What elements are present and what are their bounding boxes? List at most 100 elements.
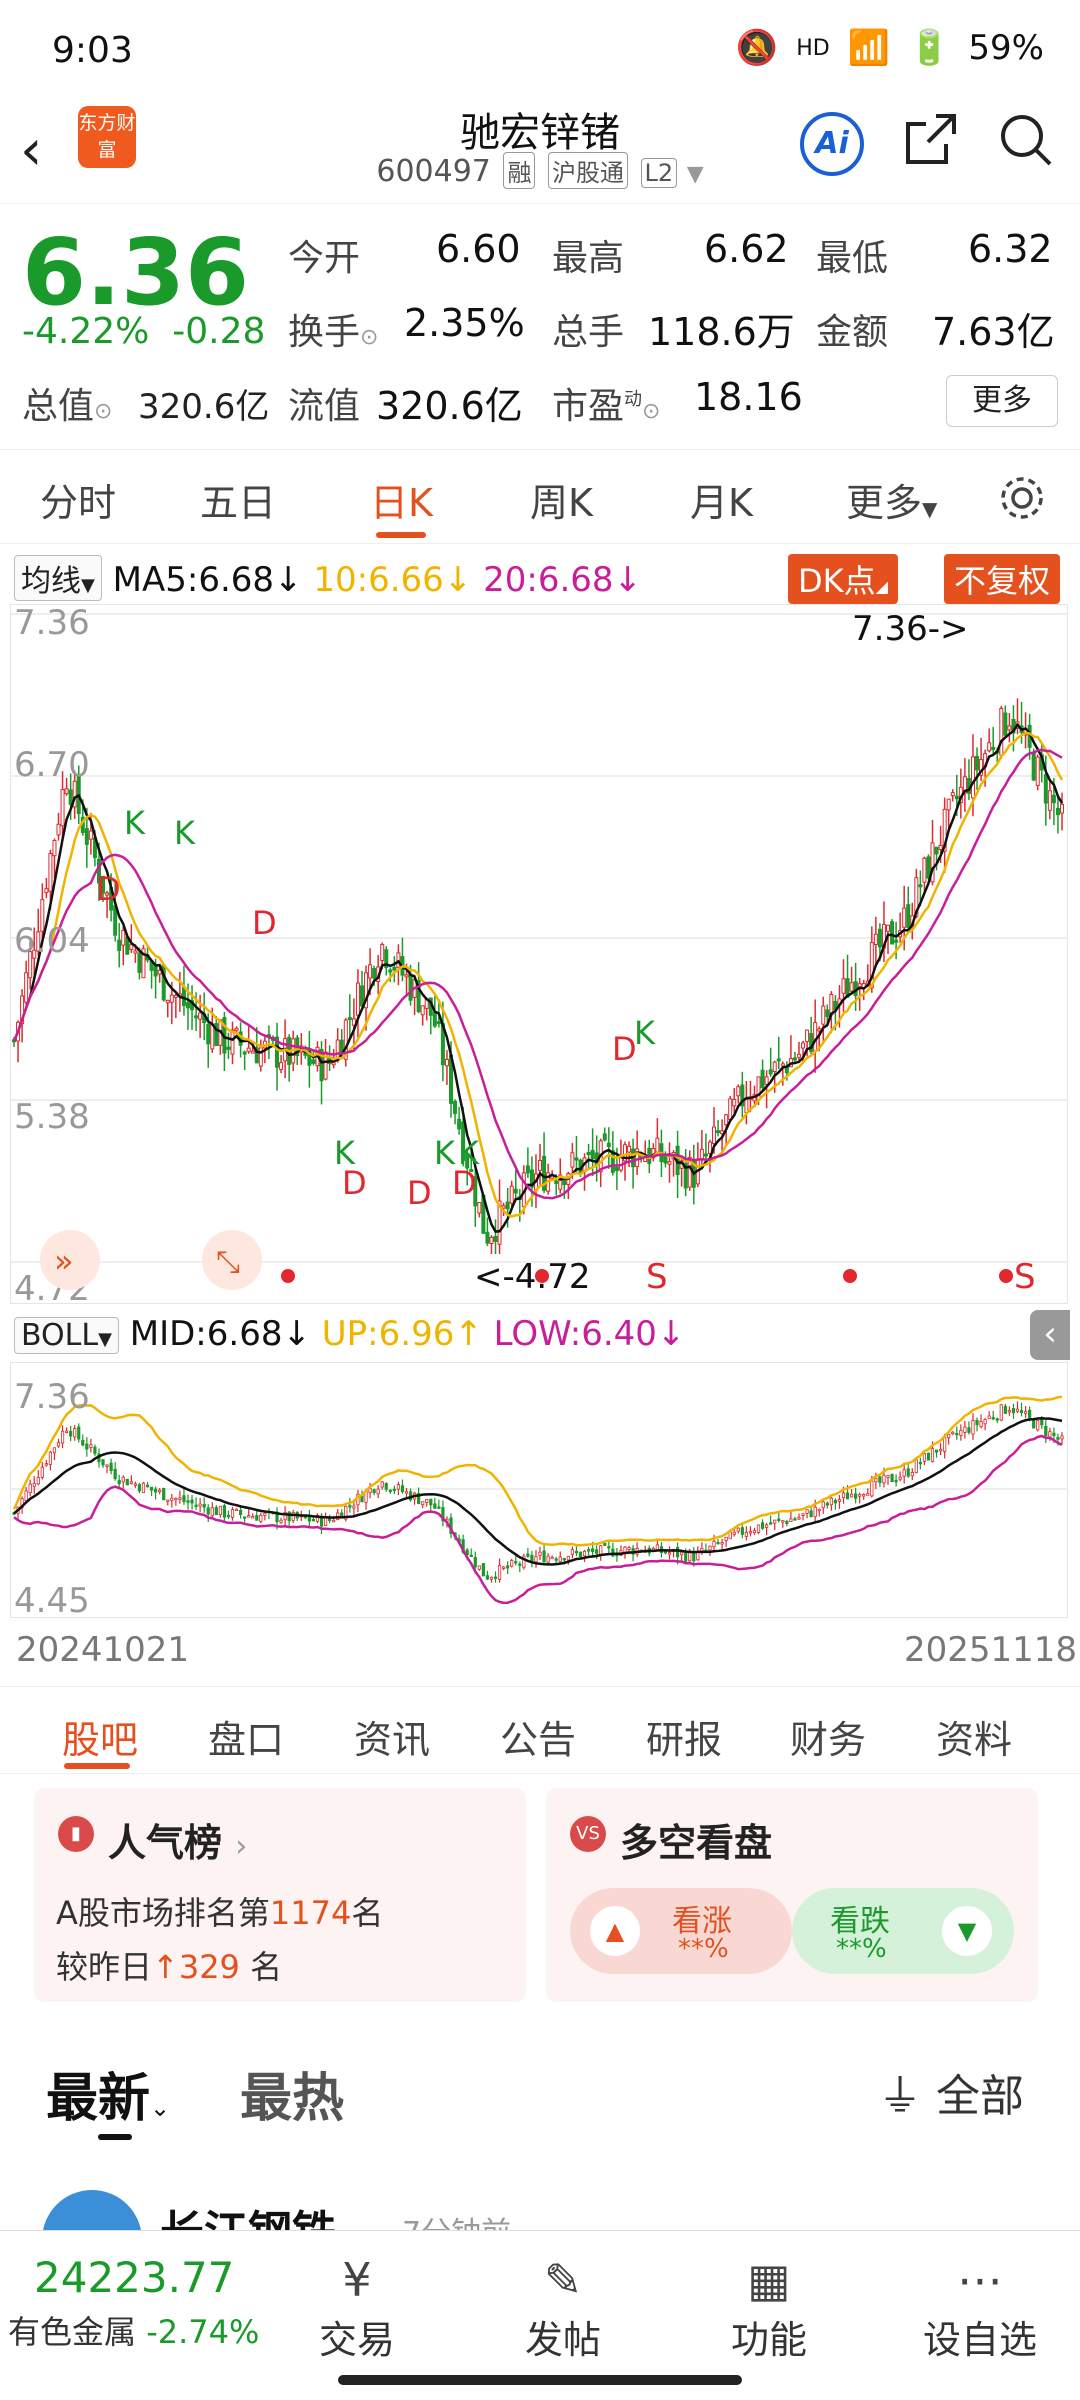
- info-icon[interactable]: ⊙: [94, 399, 113, 424]
- tab-latest[interactable]: 最新⌄: [46, 2056, 170, 2131]
- candle-body: [465, 1153, 470, 1169]
- tab-more-periods[interactable]: 更多▼: [846, 472, 937, 527]
- functions-button[interactable]: ▦ 功能: [704, 2251, 834, 2364]
- signal-dot: [281, 1269, 295, 1283]
- tab-hot[interactable]: 最热: [240, 2069, 345, 2129]
- index-info[interactable]: 有色金属 -2.74%: [8, 2307, 259, 2353]
- kline-grid: [10, 604, 1068, 1304]
- fullscreen-icon[interactable]: ⤡: [202, 1230, 262, 1290]
- ai-assistant-button[interactable]: Ai: [800, 112, 864, 176]
- post-author[interactable]: 长江钢铁: [160, 2196, 336, 2230]
- boll-candle-body: [732, 1531, 736, 1535]
- back-icon[interactable]: ‹: [20, 118, 43, 183]
- tab-daily-k[interactable]: 日K: [370, 481, 433, 525]
- tab-monthly-k[interactable]: 月K: [690, 481, 753, 525]
- candle-body: [105, 892, 110, 896]
- info-icon[interactable]: ⊙: [360, 325, 379, 350]
- collapse-panel-icon[interactable]: ‹: [1030, 1310, 1070, 1360]
- bearish-button[interactable]: 看跌 **% ▼: [792, 1888, 1014, 1974]
- share-icon[interactable]: [898, 110, 962, 174]
- candle-body: [687, 1156, 692, 1188]
- candle-body: [1047, 790, 1052, 811]
- candle-body: [493, 1235, 498, 1242]
- boll-candle-body: [914, 1459, 918, 1473]
- mktcap-value: 320.6亿: [138, 387, 270, 427]
- d-signal: D: [452, 1164, 477, 1202]
- more-quote-button[interactable]: 更多: [946, 375, 1058, 427]
- candle-body: [444, 1058, 449, 1067]
- volume-label: 总手: [552, 312, 625, 353]
- boll-candle-body: [845, 1492, 850, 1500]
- boll-mid: MID:6.68↓: [129, 1314, 311, 1354]
- candle-body: [792, 1057, 797, 1061]
- boll-candle-body: [238, 1509, 243, 1515]
- post-button[interactable]: ✎ 发帖: [498, 2251, 628, 2364]
- boll-candle-body: [158, 1489, 162, 1493]
- boll-candle-body: [1044, 1425, 1048, 1437]
- dropdown-icon[interactable]: ▼: [686, 162, 704, 187]
- tab-announcements[interactable]: 公告: [500, 1718, 577, 1762]
- boll-candle-body: [1015, 1408, 1020, 1412]
- boll-candle-body: [939, 1449, 943, 1452]
- boll-candle-body: [825, 1502, 829, 1506]
- boll-candle-body: [712, 1540, 716, 1548]
- candle-body: [194, 1015, 199, 1019]
- home-indicator[interactable]: [338, 2375, 742, 2385]
- boll-chart[interactable]: 7.36 4.45: [10, 1362, 1068, 1618]
- boll-candle-body: [24, 1490, 28, 1501]
- tab-finance[interactable]: 财务: [790, 1718, 867, 1762]
- tab-guba[interactable]: 股吧: [62, 1718, 139, 1762]
- boll-candle-body: [874, 1478, 878, 1483]
- candle-body: [703, 1153, 708, 1157]
- corner-icon: ◢: [875, 577, 888, 596]
- popularity-card[interactable]: ▮ 人气榜 › A股市场排名第1174名 较昨日↑329 名: [34, 1788, 526, 2002]
- tab-intraday[interactable]: 分时: [40, 481, 117, 525]
- tab-five-day[interactable]: 五日: [200, 481, 277, 525]
- tab-research[interactable]: 研报: [646, 1718, 723, 1762]
- boll-candle-body: [801, 1513, 805, 1516]
- bullish-button[interactable]: ▲ 看涨 **%: [570, 1888, 792, 1974]
- add-watchlist-button[interactable]: ⋯ 设自选: [910, 2251, 1050, 2364]
- turnover-label: 换手⊙: [288, 303, 378, 355]
- search-icon[interactable]: [994, 110, 1058, 174]
- candle-body: [954, 795, 959, 800]
- no-adjust-button[interactable]: 不复权: [944, 554, 1061, 604]
- boll-candle-body: [947, 1433, 951, 1439]
- boll-candle-body: [979, 1421, 983, 1427]
- boll-selector[interactable]: BOLL▼: [14, 1317, 119, 1354]
- candle-body: [489, 1236, 494, 1244]
- boll-candle-body: [611, 1548, 615, 1557]
- candle-body: [926, 856, 931, 879]
- boll-candle-body: [429, 1498, 433, 1506]
- dropdown-icon: ▼: [922, 497, 938, 521]
- change-percent: -4.22%: [22, 311, 150, 352]
- candle-body: [724, 1114, 729, 1126]
- boll-candle-body: [995, 1418, 999, 1421]
- tab-pankou[interactable]: 盘口: [208, 1718, 285, 1762]
- trade-button[interactable]: ¥ 交易: [292, 2251, 422, 2364]
- settings-icon[interactable]: [996, 472, 1048, 528]
- boll-candle-body: [69, 1430, 73, 1437]
- candle-body: [801, 1042, 806, 1049]
- candle-body: [331, 1062, 336, 1066]
- tab-profile[interactable]: 资料: [936, 1718, 1013, 1762]
- expand-left-icon[interactable]: »: [40, 1230, 100, 1290]
- filter-all-button[interactable]: ⏚ 全部: [878, 2060, 1024, 2124]
- dk-point-button[interactable]: DK点◢: [788, 554, 898, 604]
- boll-candle-body: [603, 1543, 607, 1546]
- tab-weekly-k[interactable]: 周K: [530, 481, 593, 525]
- boll-candle-body: [417, 1493, 421, 1505]
- boll-candle-body: [202, 1503, 206, 1508]
- candle-body: [364, 972, 369, 1009]
- ma10-line: [12, 731, 1064, 1218]
- versus-icon: VS: [570, 1816, 606, 1852]
- index-value[interactable]: 24223.77: [34, 2253, 235, 2302]
- ma-selector[interactable]: 均线▼: [14, 555, 102, 601]
- candle-body: [841, 978, 846, 994]
- bearish-label: 看跌: [830, 1904, 890, 1939]
- candle-body: [570, 1152, 575, 1168]
- tab-news[interactable]: 资讯: [354, 1718, 431, 1762]
- boll-candle-body: [554, 1558, 558, 1561]
- info-icon[interactable]: ⊙: [642, 399, 661, 424]
